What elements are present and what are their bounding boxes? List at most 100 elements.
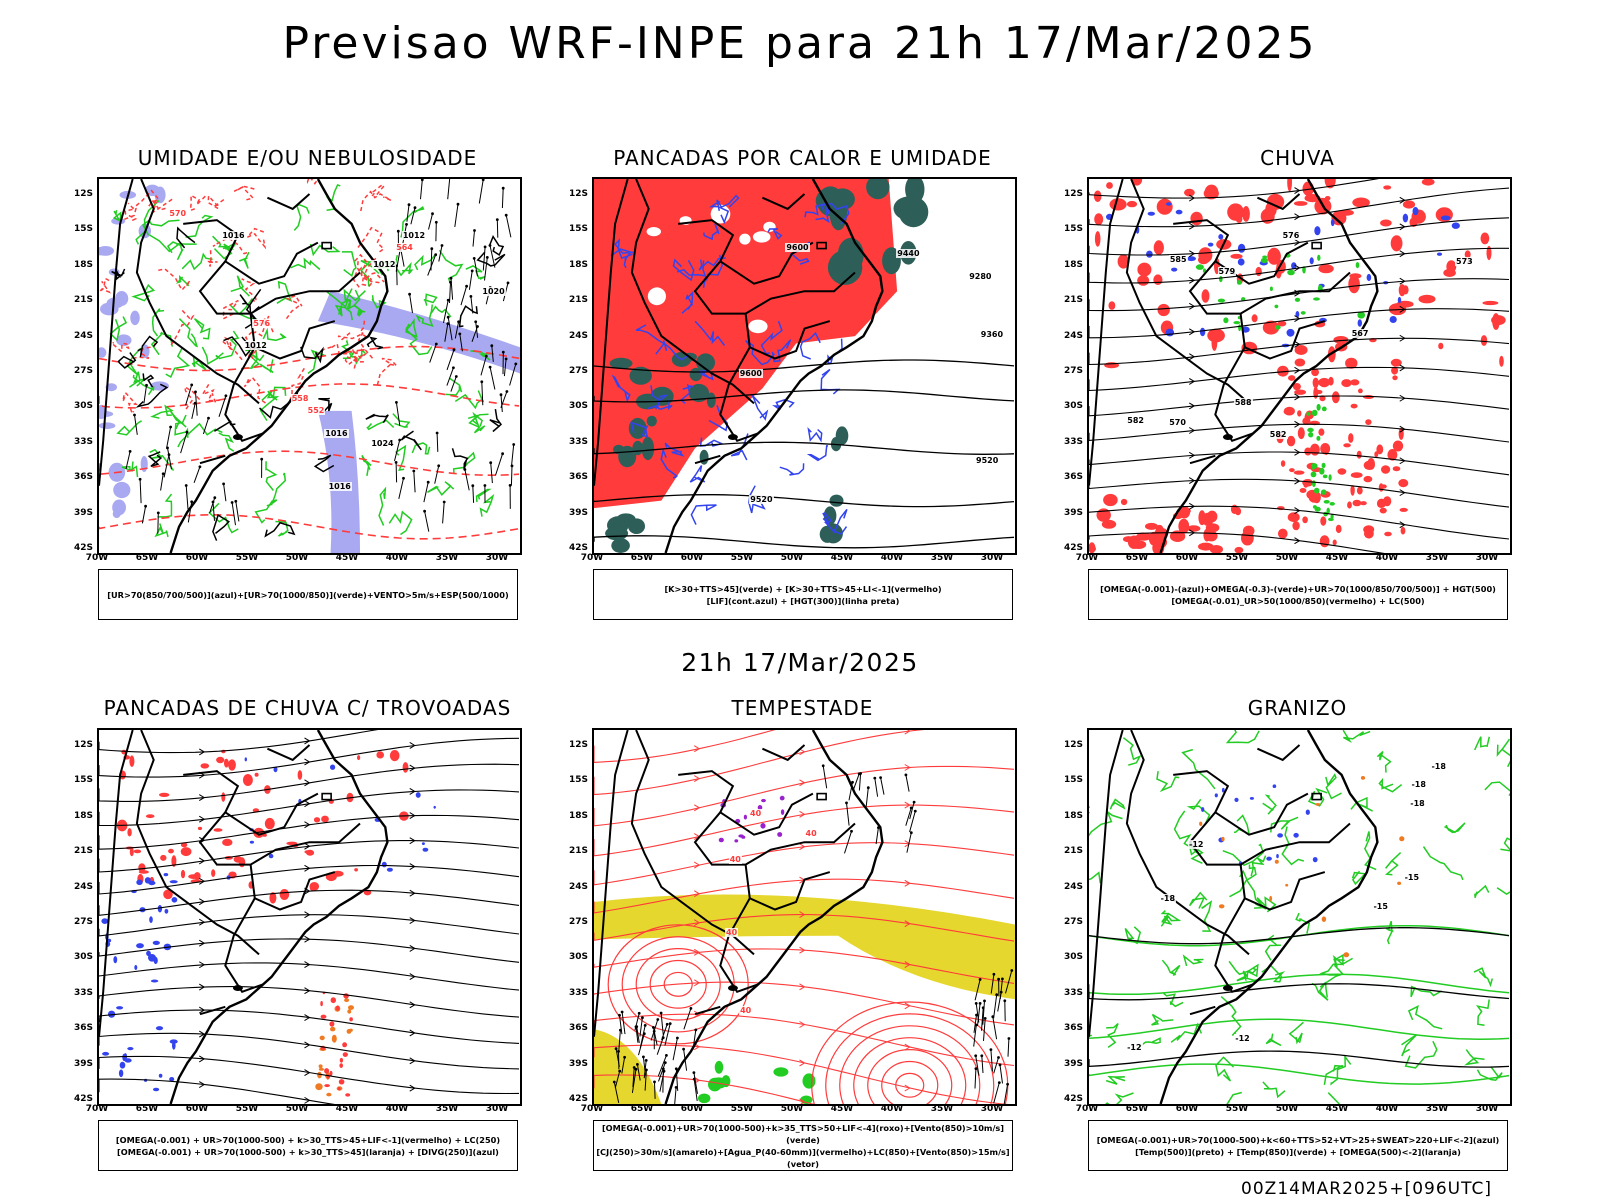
longitude-tick-label: 50W — [285, 1104, 309, 1114]
contour-label: -18 — [1409, 798, 1426, 808]
latitude-tick-label: 21S — [1063, 846, 1083, 857]
contour-label: 9520 — [749, 495, 774, 505]
longitude-tick-label: 30W — [1475, 553, 1499, 563]
longitude-tick-label: 50W — [285, 553, 309, 563]
contour-label: -12 — [1126, 1043, 1143, 1053]
latitude-tick-label: 42S — [1063, 1094, 1083, 1104]
latitude-tick-label: 24S — [1063, 330, 1083, 341]
latitude-tick-label: 15S — [73, 775, 93, 786]
longitude-tick-label: 40W — [880, 553, 904, 563]
contour-label: 1020 — [481, 287, 506, 297]
contour-label: 1016 — [327, 482, 352, 492]
mid-title: 21h 17/Mar/2025 — [681, 648, 919, 677]
longitude-tick-label: 55W — [235, 1104, 259, 1114]
latitude-tick-label: 12S — [568, 189, 588, 199]
longitude-tick-label: 55W — [730, 1104, 754, 1114]
longitude-tick-label: 35W — [930, 1104, 954, 1114]
footer-run-info: 00Z14MAR2025+[096UTC] — [1241, 1179, 1492, 1199]
main-title: Previsao WRF-INPE para 21h 17/Mar/2025 — [282, 18, 1318, 69]
latitude-tick-label: 30S — [568, 401, 588, 412]
contour-label: 9600 — [785, 242, 810, 252]
latitude-tick-label: 27S — [1063, 366, 1083, 376]
latitude-tick-label: 12S — [568, 740, 588, 750]
contour-label: 9520 — [975, 456, 1000, 466]
longitude-tick-label: 60W — [185, 1104, 209, 1114]
forecast-map: 40 40 40 40 40 — [592, 728, 1017, 1106]
longitude-tick-label: 60W — [1175, 1104, 1199, 1114]
longitude-tick-label: 30W — [980, 553, 1004, 563]
latitude-tick-label: 39S — [568, 507, 588, 518]
latitude-tick-label: 36S — [568, 1023, 588, 1034]
contour-label: 576 — [252, 319, 272, 329]
contour-label: 9440 — [896, 249, 921, 259]
latitude-tick-label: 30S — [1063, 401, 1083, 412]
latitude-tick-label: 42S — [1063, 543, 1083, 553]
contour-label: 40 — [728, 854, 742, 864]
longitude-tick-label: 60W — [680, 553, 704, 563]
longitude-tick-label: 55W — [730, 553, 754, 563]
forecast-map: 9600 9600 9520 9520 9440 9360 9280 — [592, 177, 1017, 555]
latitude-tick-label: 12S — [73, 740, 93, 750]
longitude-tick-label: 45W — [1325, 1104, 1349, 1114]
latitude-tick-label: 27S — [73, 366, 93, 376]
legend-line: [UR>70(850/700/500)](azul)+[UR>70(1000/8… — [107, 589, 509, 600]
latitude-tick-label: 36S — [1063, 1023, 1083, 1034]
forecast-map — [97, 728, 522, 1106]
contour-label: 1016 — [221, 231, 246, 241]
legend-line: [OMEGA(-0.001) + UR>70(1000-500) + k>30_… — [115, 1134, 501, 1145]
contour-label: 40 — [749, 808, 763, 818]
longitude-tick-label: 45W — [335, 553, 359, 563]
latitude-tick-label: 36S — [73, 1023, 93, 1034]
latitude-tick-label: 15S — [1063, 224, 1083, 235]
latitude-tick-label: 24S — [1063, 881, 1083, 892]
longitude-tick-label: 40W — [1375, 553, 1399, 563]
contour-label: 558 — [290, 393, 310, 403]
contour-label: -18 — [1159, 894, 1177, 904]
panel-title: GRANIZO — [1247, 696, 1348, 720]
legend-line: [OMEGA(-0.001)+UR>70(1000-500)+k<60+TTS>… — [1096, 1134, 1500, 1145]
latitude-tick-label: 18S — [73, 810, 93, 821]
panel-title: UMIDADE E/OU NEBULOSIDADE — [137, 146, 478, 170]
contour-label: 40 — [725, 928, 739, 938]
latitude-tick-label: 21S — [73, 295, 93, 306]
contour-label: -12 — [1188, 840, 1205, 850]
latitude-tick-label: 18S — [1063, 810, 1083, 821]
contour-label: 40 — [804, 828, 818, 838]
contour-label: 1012 — [243, 340, 268, 350]
longitude-tick-label: 45W — [830, 553, 854, 563]
longitude-tick-label: 50W — [780, 1104, 804, 1114]
contour-label: 570 — [168, 209, 188, 219]
contour-label: 573 — [1455, 256, 1474, 266]
longitude-tick-label: 65W — [135, 1104, 159, 1114]
latitude-tick-label: 24S — [568, 881, 588, 892]
legend-box: [OMEGA(-0.001) + UR>70(1000-500) + k>30_… — [98, 1120, 518, 1171]
contour-label: 588 — [1233, 397, 1253, 407]
longitude-tick-label: 40W — [880, 1104, 904, 1114]
latitude-tick-label: 12S — [1063, 740, 1083, 750]
longitude-tick-label: 30W — [1475, 1104, 1499, 1114]
contour-label: 9360 — [979, 329, 1005, 339]
longitude-tick-label: 50W — [1275, 1104, 1299, 1114]
latitude-tick-label: 18S — [568, 810, 588, 821]
forecast-map: 588 585 582 582 579 576 573 570 567 — [1087, 177, 1512, 555]
longitude-tick-label: 40W — [385, 1104, 409, 1114]
latitude-tick-label: 24S — [73, 881, 93, 892]
contour-label: 564 — [395, 242, 414, 252]
latitude-tick-label: 30S — [1063, 952, 1083, 963]
contour-label: 552 — [306, 406, 326, 416]
latitude-tick-label: 27S — [568, 917, 588, 927]
contour-label: 1024 — [370, 439, 395, 449]
latitude-tick-label: 33S — [1063, 987, 1083, 998]
panel-title: TEMPESTADE — [731, 696, 874, 720]
latitude-tick-label: 30S — [73, 952, 93, 963]
contour-label: -18 — [1410, 780, 1427, 790]
contour-label: -18 — [1430, 762, 1447, 772]
longitude-tick-label: 60W — [185, 553, 209, 563]
latitude-tick-label: 12S — [73, 189, 93, 199]
longitude-tick-label: 45W — [1325, 553, 1349, 563]
latitude-tick-label: 27S — [568, 366, 588, 376]
longitude-tick-label: 55W — [235, 553, 259, 563]
latitude-tick-label: 33S — [73, 987, 93, 998]
longitude-tick-label: 30W — [980, 1104, 1004, 1114]
latitude-tick-label: 24S — [73, 330, 93, 341]
